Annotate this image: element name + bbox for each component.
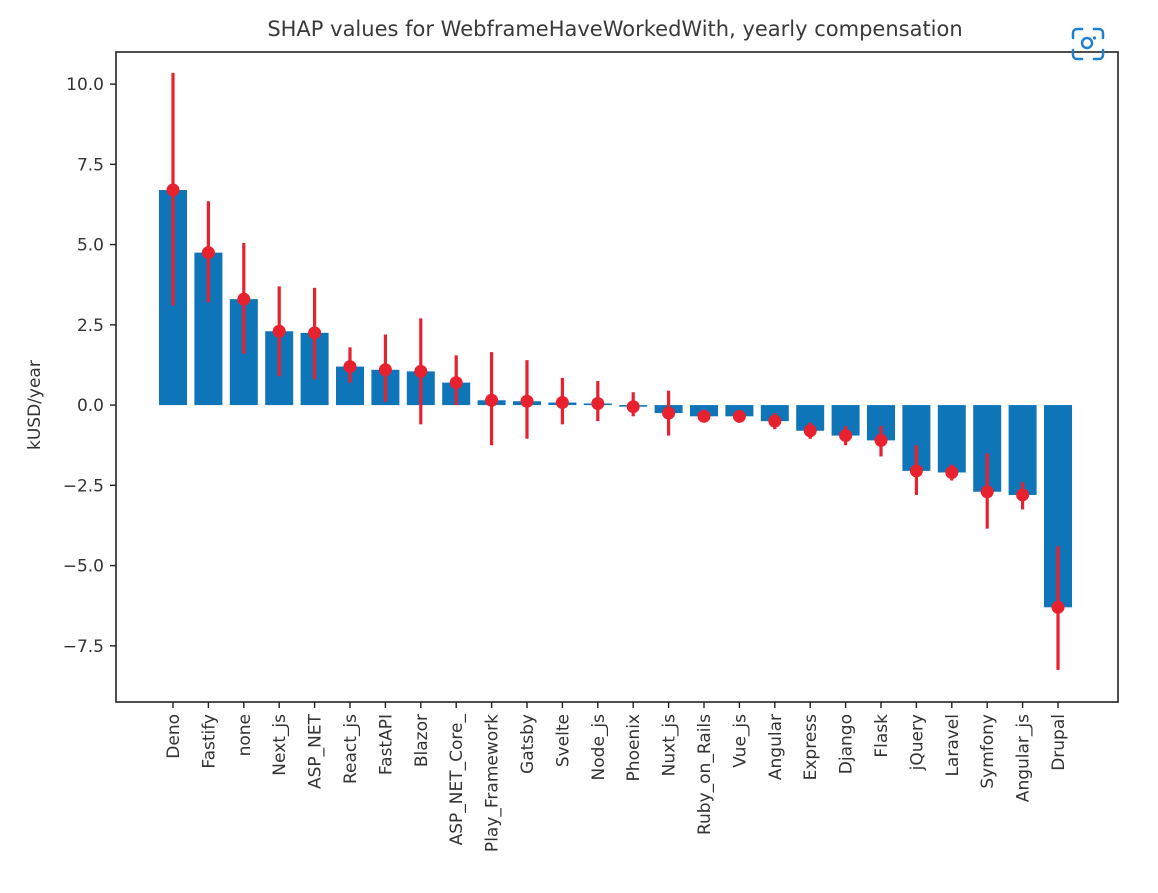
point-Vue_js (732, 409, 746, 423)
x-tick-label-Nuxt_js: Nuxt_js (660, 714, 680, 776)
x-tick-label-React_js: React_js (341, 714, 361, 784)
x-axis: Deno Fastify none Next_js ASP_NET React_js Fas… (164, 702, 1069, 852)
bar-Angular_js (1008, 405, 1037, 495)
point-Drupal (1051, 600, 1065, 614)
point-Node_js (591, 396, 605, 410)
point-Gatsby (520, 394, 534, 408)
bar-Laravel (937, 405, 966, 473)
y-tick-label: 5.0 (77, 236, 104, 256)
error-bars (166, 72, 1065, 670)
x-tick-label-none: none (235, 714, 255, 756)
x-tick-label-Drupal: Drupal (1049, 714, 1069, 771)
x-tick-label-Fastify: Fastify (199, 714, 219, 769)
x-tick-label-Next_js: Next_js (270, 714, 290, 776)
point-ASP_NET (308, 326, 322, 340)
x-tick-label-Django: Django (837, 714, 857, 774)
point-Symfony (980, 485, 994, 499)
bars (159, 190, 1072, 608)
point-Svelte (555, 396, 569, 410)
scan-icon (1071, 27, 1105, 61)
point-Laravel (945, 465, 959, 479)
y-axis: 10.0 7.5 5.0 2.5 0.0 −2.5 −5.0 −7.5 (63, 75, 116, 657)
point-FastAPI (378, 363, 392, 377)
point-Angular_js (1016, 488, 1030, 502)
x-tick-label-Angular_js: Angular_js (1014, 714, 1034, 802)
x-tick-label-Phoenix: Phoenix (624, 714, 644, 781)
y-tick-label: 2.5 (77, 316, 104, 336)
point-none (237, 292, 251, 306)
x-tick-label-Deno: Deno (164, 714, 184, 759)
plot-frame (115, 51, 1119, 703)
point-Fastify (201, 246, 215, 260)
x-tick-label-Play_Framework: Play_Framework (483, 714, 503, 852)
x-tick-label-Svelte: Svelte (553, 714, 573, 767)
point-ASP_NET_Core_ (449, 376, 463, 390)
point-Blazor (414, 364, 428, 378)
y-axis-label: kUSD/year (25, 360, 45, 450)
point-Angular (768, 414, 782, 428)
x-tick-label-FastAPI: FastAPI (376, 714, 396, 775)
x-tick-label-Ruby_on_Rails: Ruby_on_Rails (695, 714, 715, 835)
chart-title: SHAP values for WebframeHaveWorkedWith, … (267, 17, 962, 41)
x-tick-label-Laravel: Laravel (943, 714, 963, 777)
x-tick-label-ASP_NET_Core_: ASP_NET_Core_ (447, 714, 467, 846)
y-tick-label: 10.0 (66, 75, 104, 95)
x-tick-label-jQuery: jQuery (907, 714, 927, 771)
point-Next_js (272, 324, 286, 338)
point-Nuxt_js (662, 406, 676, 420)
x-tick-label-Flask: Flask (872, 714, 892, 758)
scan-button[interactable] (1070, 26, 1106, 62)
y-tick-label: 7.5 (77, 155, 104, 175)
x-tick-label-Gatsby: Gatsby (518, 714, 538, 774)
point-Express (803, 424, 817, 438)
x-tick-label-Node_js: Node_js (589, 714, 609, 781)
point-React_js (343, 360, 357, 374)
x-tick-label-ASP_NET: ASP_NET (306, 713, 326, 789)
point-jQuery (909, 464, 923, 478)
y-tick-label: 0.0 (77, 396, 104, 416)
y-tick-label: −7.5 (63, 637, 104, 657)
y-tick-label: −5.0 (63, 557, 104, 577)
point-Deno (166, 183, 180, 197)
y-tick-label: −2.5 (63, 476, 104, 496)
x-tick-label-Express: Express (801, 714, 821, 781)
x-tick-label-Blazor: Blazor (412, 714, 432, 767)
point-Django (839, 429, 853, 443)
point-Play_Framework (485, 393, 499, 407)
x-tick-label-Symfony: Symfony (978, 714, 998, 789)
x-tick-label-Angular: Angular (766, 714, 786, 780)
point-Ruby_on_Rails (697, 409, 711, 423)
point-Phoenix (626, 400, 640, 414)
point-Flask (874, 433, 888, 447)
x-tick-label-Vue_js: Vue_js (730, 714, 750, 768)
